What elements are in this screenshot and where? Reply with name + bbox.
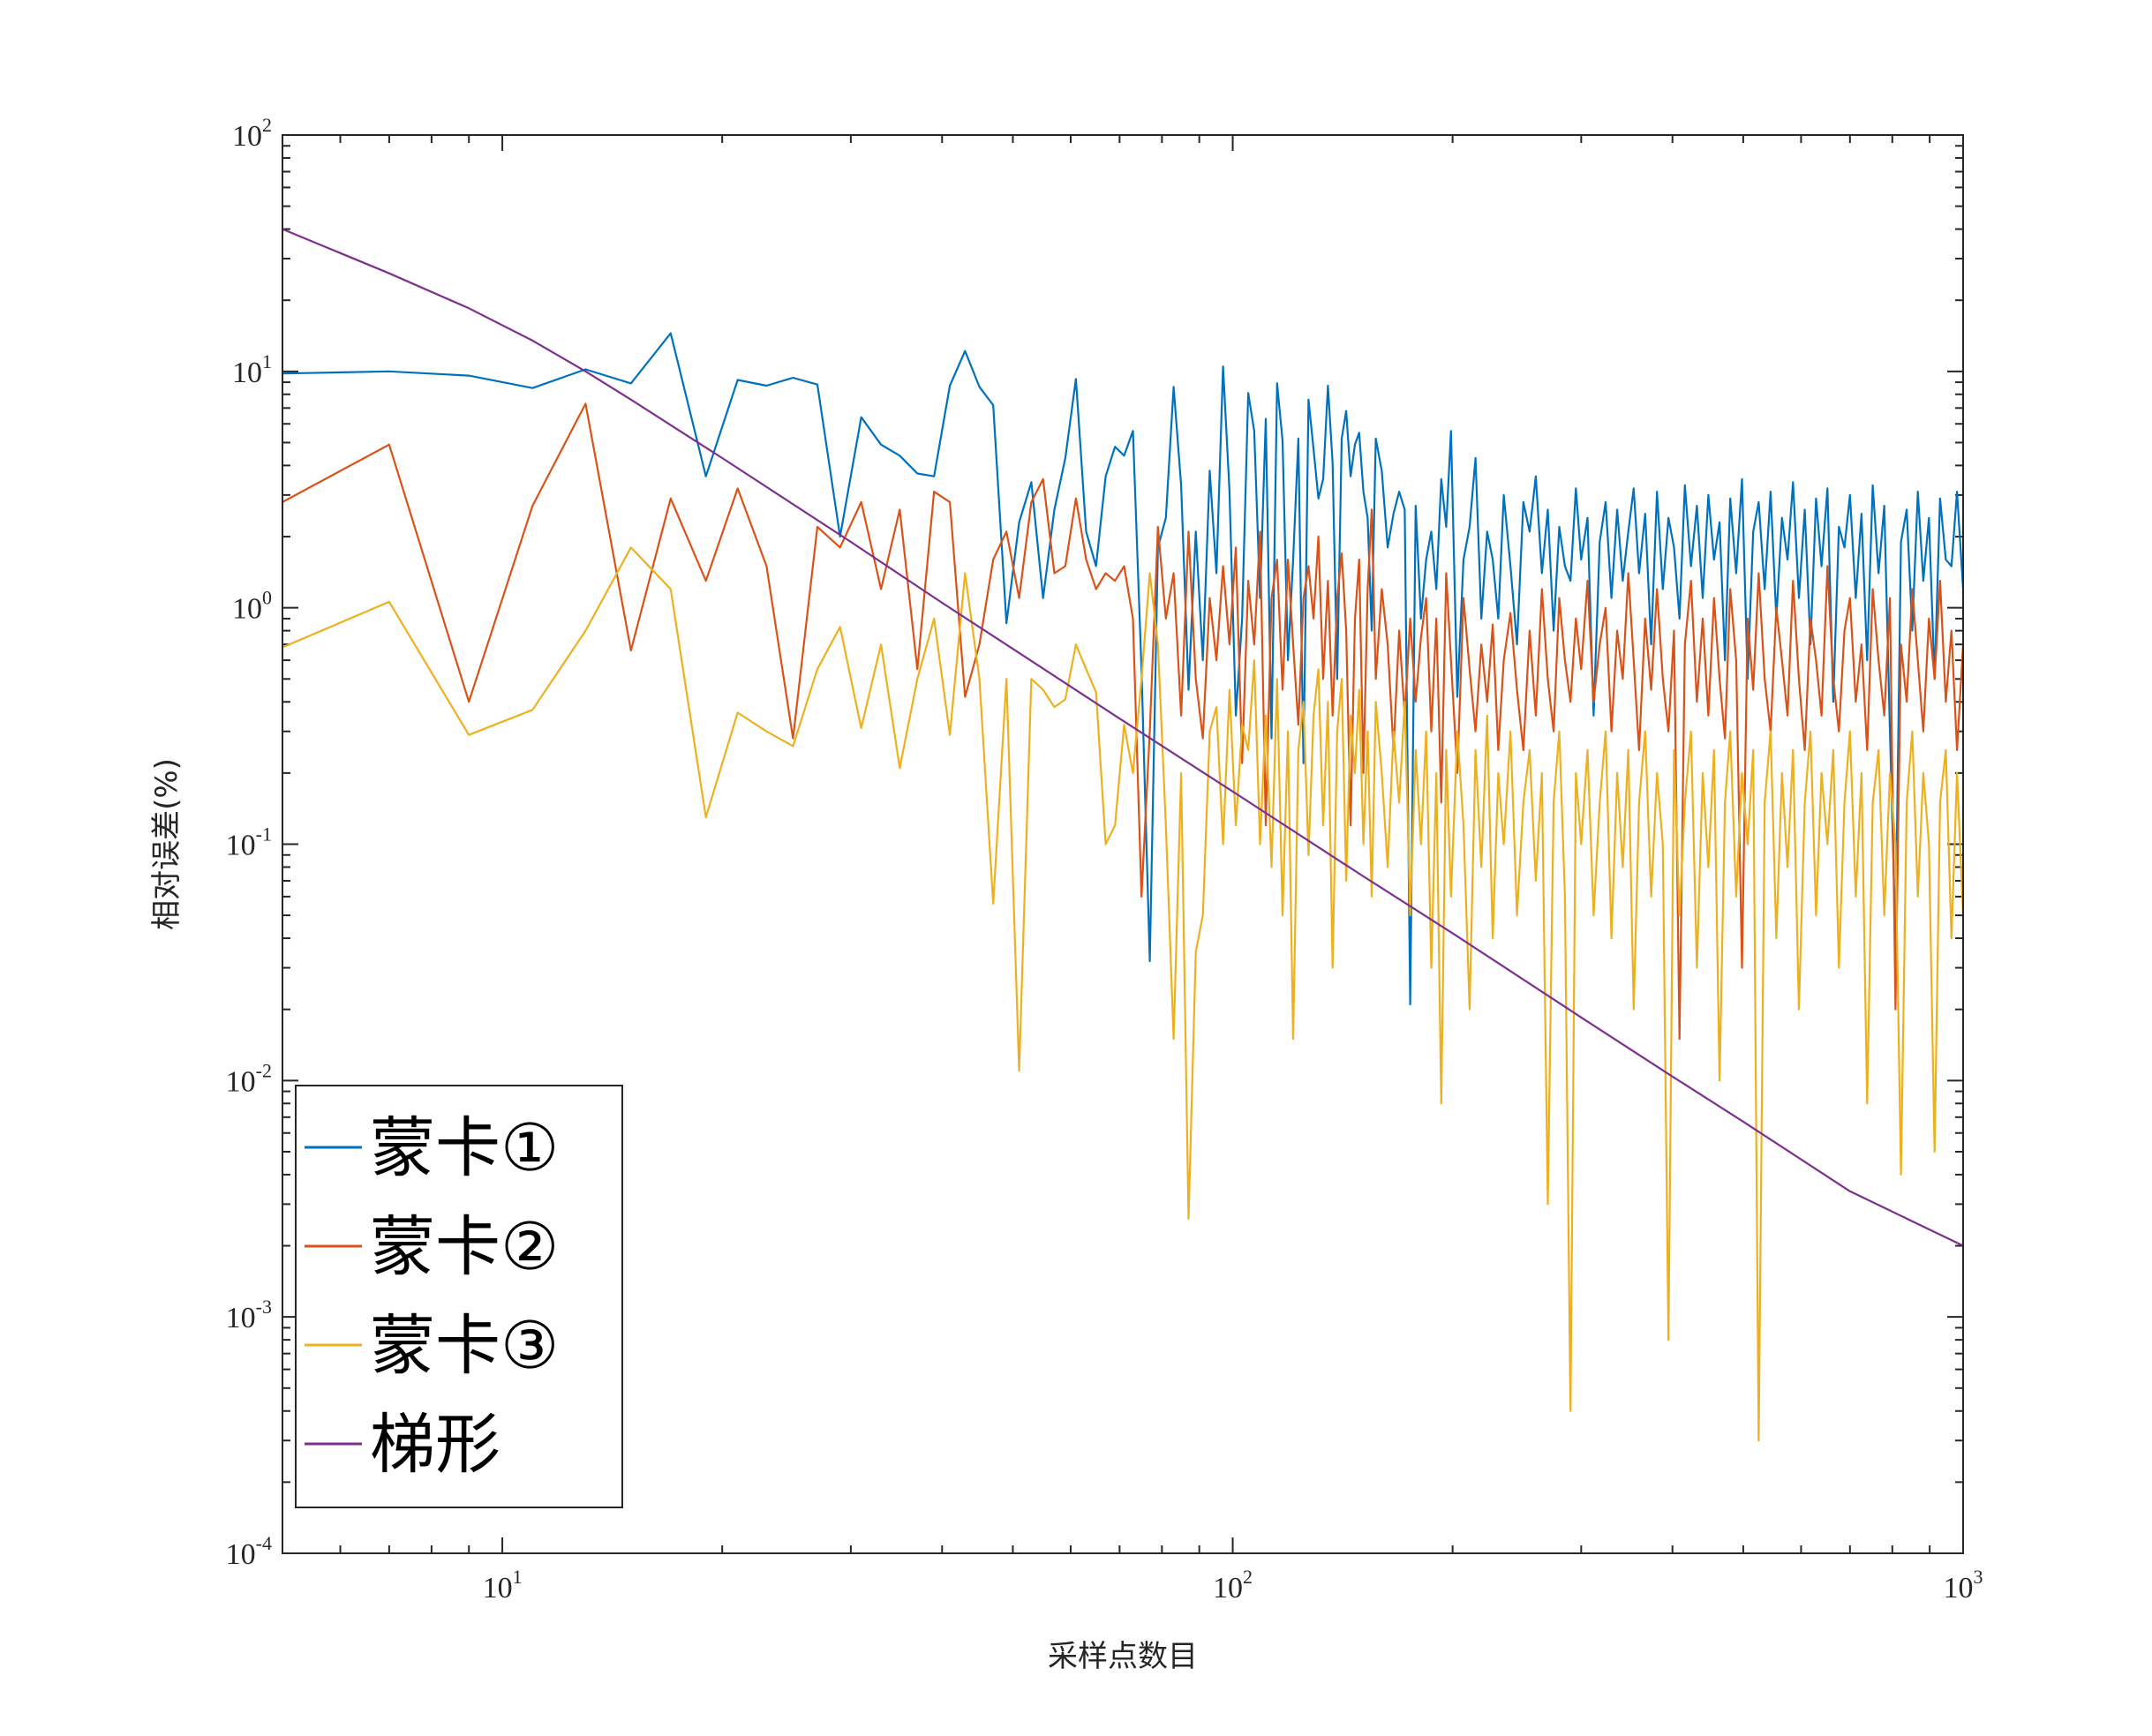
x-axis-label: 采样点数目	[1048, 1639, 1198, 1674]
y-tick-label: 101	[232, 350, 272, 389]
y-tick-label: 100	[232, 587, 272, 626]
series-line-1	[282, 332, 1963, 1006]
y-tick-label: 10-2	[226, 1059, 272, 1098]
y-tick-label: 102	[232, 114, 272, 153]
y-tick-label: 10-4	[226, 1532, 272, 1571]
tick-labels: 101 102 103 10-4 10-3 10-2 10-1 100 101 102	[226, 114, 1983, 1604]
series-line-2	[282, 402, 1963, 1041]
x-tick-label: 102	[1213, 1566, 1253, 1604]
x-tick-label: 103	[1944, 1566, 1983, 1604]
plot-frame	[282, 134, 1964, 1554]
y-tick-label: 10-1	[226, 823, 272, 862]
series-line-3	[282, 546, 1963, 1442]
legend-label-1: 蒙卡①	[370, 1110, 559, 1186]
y-axis-label: 相对误差(%)	[149, 758, 184, 930]
x-tick-label: 101	[483, 1566, 523, 1604]
series-layer	[282, 228, 1963, 1442]
legend-label-4: 梯形	[370, 1407, 500, 1483]
legend-box	[295, 1085, 623, 1508]
legend: 蒙卡① 蒙卡② 蒙卡③ 梯形	[295, 1085, 623, 1508]
legend-label-2: 蒙卡②	[370, 1209, 559, 1285]
y-tick-label: 10-3	[226, 1296, 272, 1334]
legend-label-3: 蒙卡③	[370, 1308, 559, 1384]
series-line-4	[282, 228, 1963, 1247]
